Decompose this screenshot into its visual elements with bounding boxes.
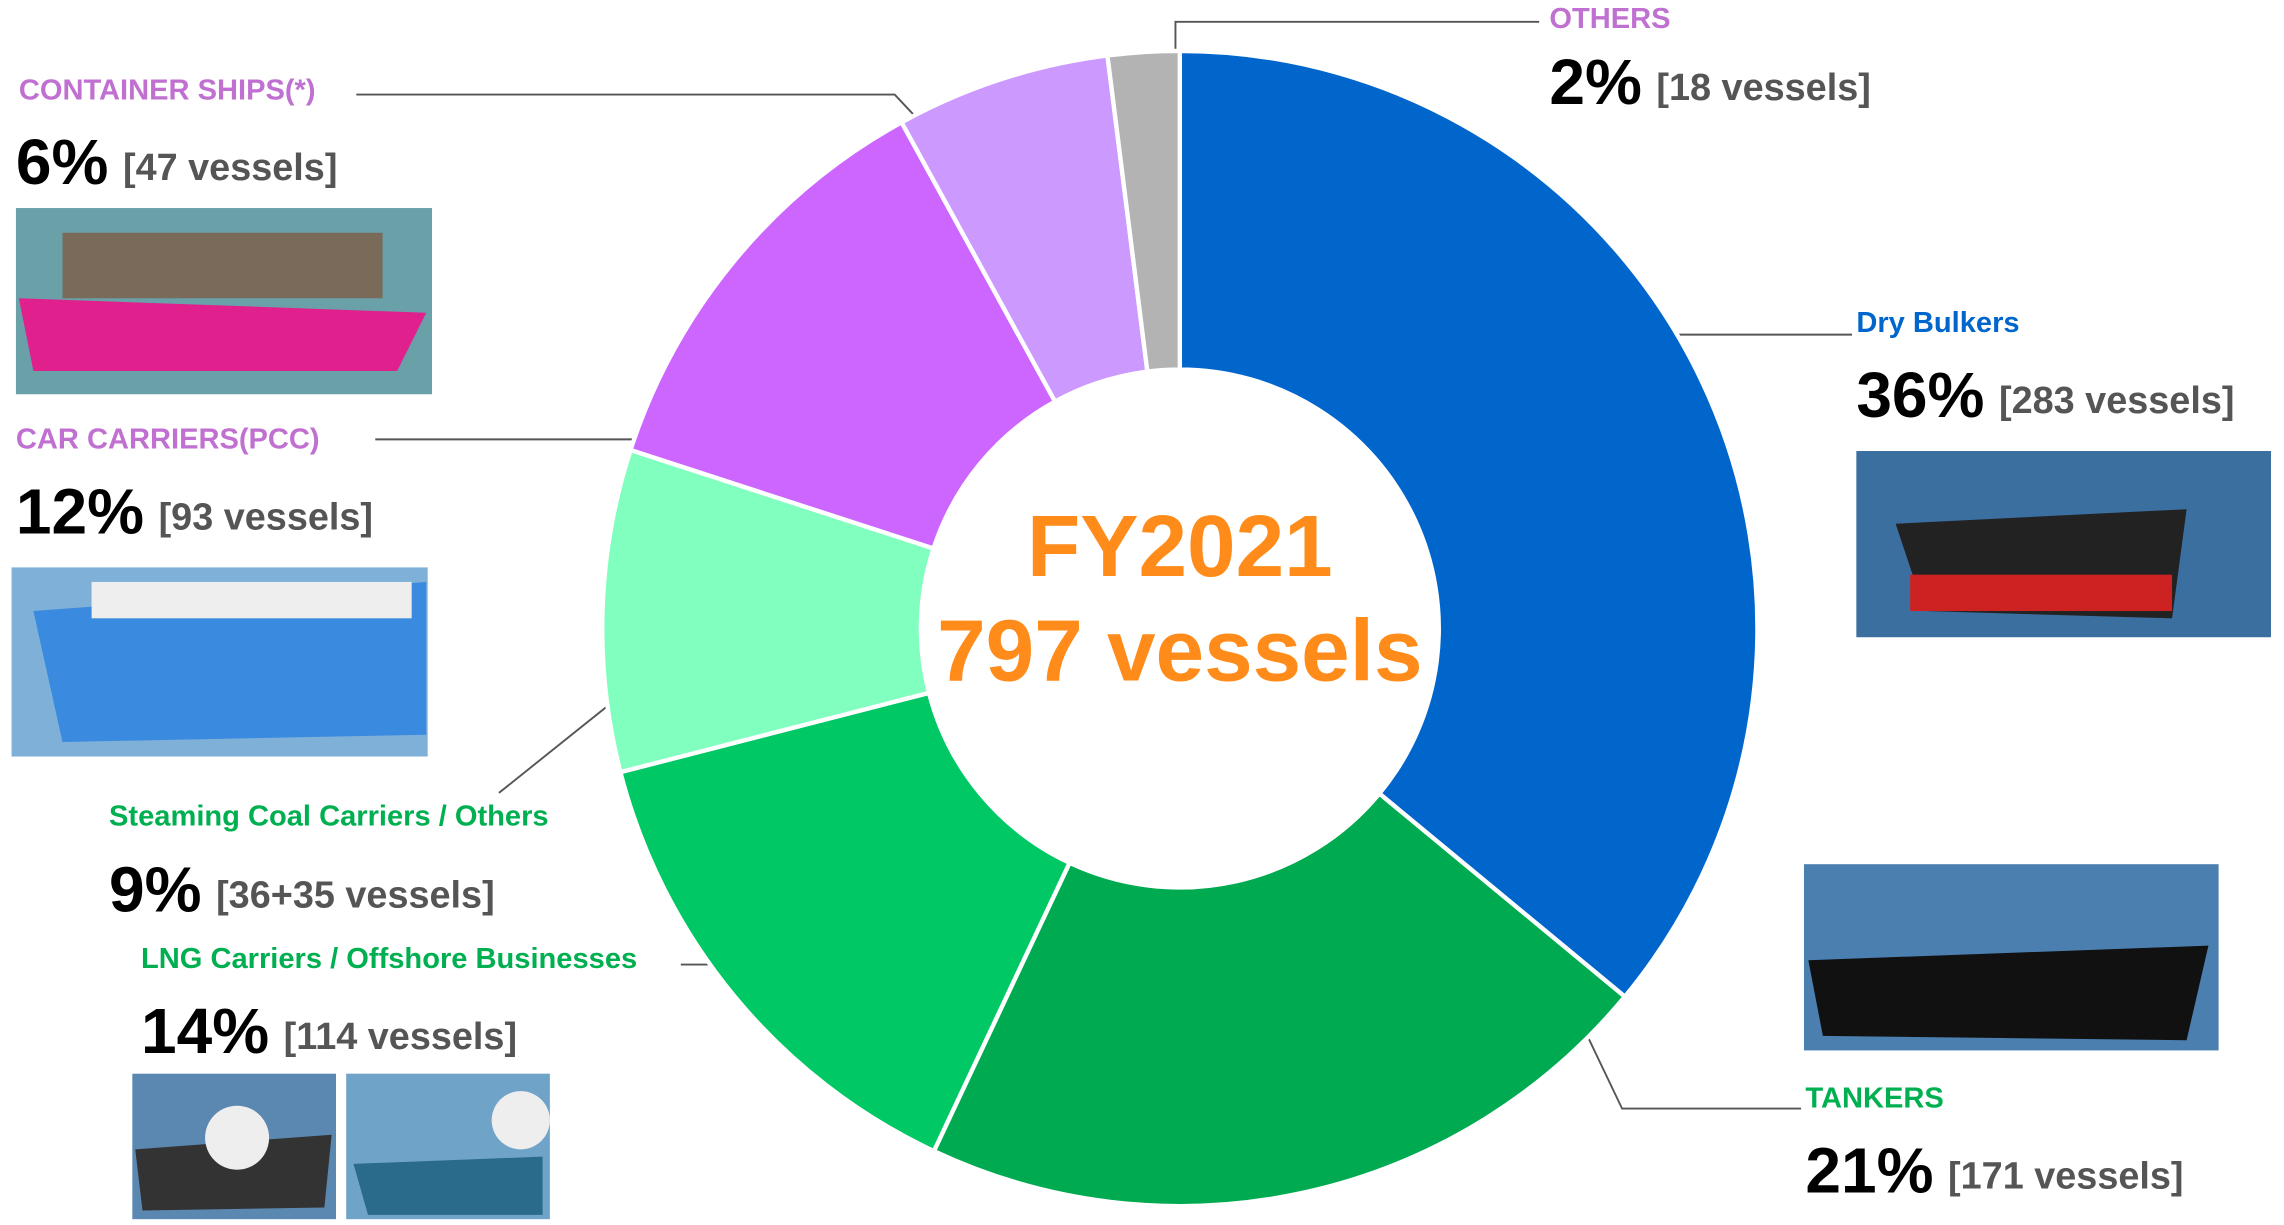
category-label: TANKERS bbox=[1805, 1083, 1943, 1115]
label-group: Dry Bulkers 36% [283 vessels] bbox=[1663, 307, 2235, 431]
chart: OTHERS 2% [18 vessels] CONTAINER SHIPS(*) 6%… bbox=[0, 0, 2284, 1225]
label-group: CAR CARRIERS(PCC) 12% [93 vessels] bbox=[16, 424, 671, 548]
category-label: Dry Bulkers bbox=[1856, 307, 2019, 339]
leader-line bbox=[356, 95, 918, 120]
detail-label: [283 vessels] bbox=[1999, 380, 2234, 422]
detail-label: [114 vessels] bbox=[284, 1016, 517, 1058]
value-label: 21% bbox=[1805, 1134, 1933, 1206]
detail-label: [18 vessels] bbox=[1656, 67, 1870, 109]
value-label: 14% bbox=[141, 995, 269, 1067]
leader-line bbox=[1576, 1011, 1802, 1108]
label-group: CONTAINER SHIPS(*) 6% [47 vessels] bbox=[16, 74, 918, 198]
detail-label: [47 vessels] bbox=[123, 147, 337, 189]
detail-label: [171 vessels] bbox=[1948, 1155, 2183, 1197]
center-title: FY2021 bbox=[1027, 498, 1333, 595]
value-label: 9% bbox=[109, 854, 202, 926]
category-label: OTHERS bbox=[1549, 3, 1670, 35]
category-label: CAR CARRIERS(PCC) bbox=[16, 424, 320, 456]
value-label: 2% bbox=[1549, 46, 1642, 118]
leader-line bbox=[1175, 22, 1539, 55]
category-label: CONTAINER SHIPS(*) bbox=[19, 74, 316, 106]
center-subtitle: 797 vessels bbox=[937, 603, 1422, 700]
category-label: Steaming Coal Carriers / Others bbox=[109, 800, 549, 832]
detail-label: [36+35 vessels] bbox=[216, 875, 495, 917]
value-label: 36% bbox=[1856, 359, 1984, 431]
category-label: LNG Carriers / Offshore Businesses bbox=[141, 943, 637, 975]
value-label: 12% bbox=[16, 475, 144, 547]
detail-label: [93 vessels] bbox=[159, 496, 373, 538]
value-label: 6% bbox=[16, 126, 109, 198]
